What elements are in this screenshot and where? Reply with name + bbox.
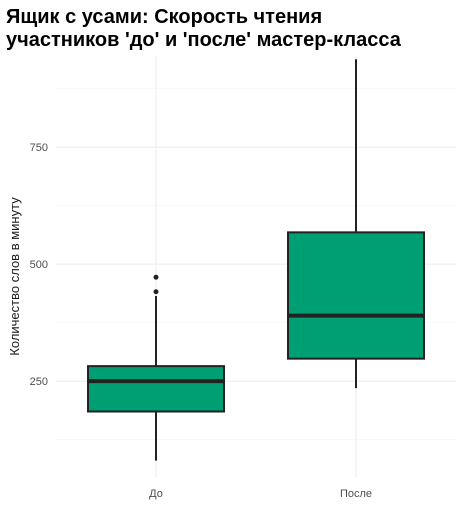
chart-title-line-2: участников 'до' и 'после' мастер-класса <box>6 29 401 51</box>
box <box>287 231 425 360</box>
box <box>87 365 225 413</box>
x-tick-label: После <box>340 488 372 500</box>
y-tick-labels: 250 500 750 <box>30 142 48 388</box>
y-axis-label: Количество слов в минуту <box>7 197 22 356</box>
chart-title-line-1: Ящик с усами: Скорость чтения <box>6 6 323 28</box>
y-tick-label: 500 <box>30 259 48 271</box>
y-tick-label: 250 <box>30 376 48 388</box>
outlier-point <box>153 289 159 295</box>
outlier-point <box>153 274 159 280</box>
x-tick-labels: До После <box>149 488 372 500</box>
boxes <box>87 59 425 461</box>
y-tick-label: 750 <box>30 142 48 154</box>
x-tick-label: До <box>149 488 163 500</box>
chart-title: Ящик с усами: Скорость чтения участников… <box>6 6 456 52</box>
